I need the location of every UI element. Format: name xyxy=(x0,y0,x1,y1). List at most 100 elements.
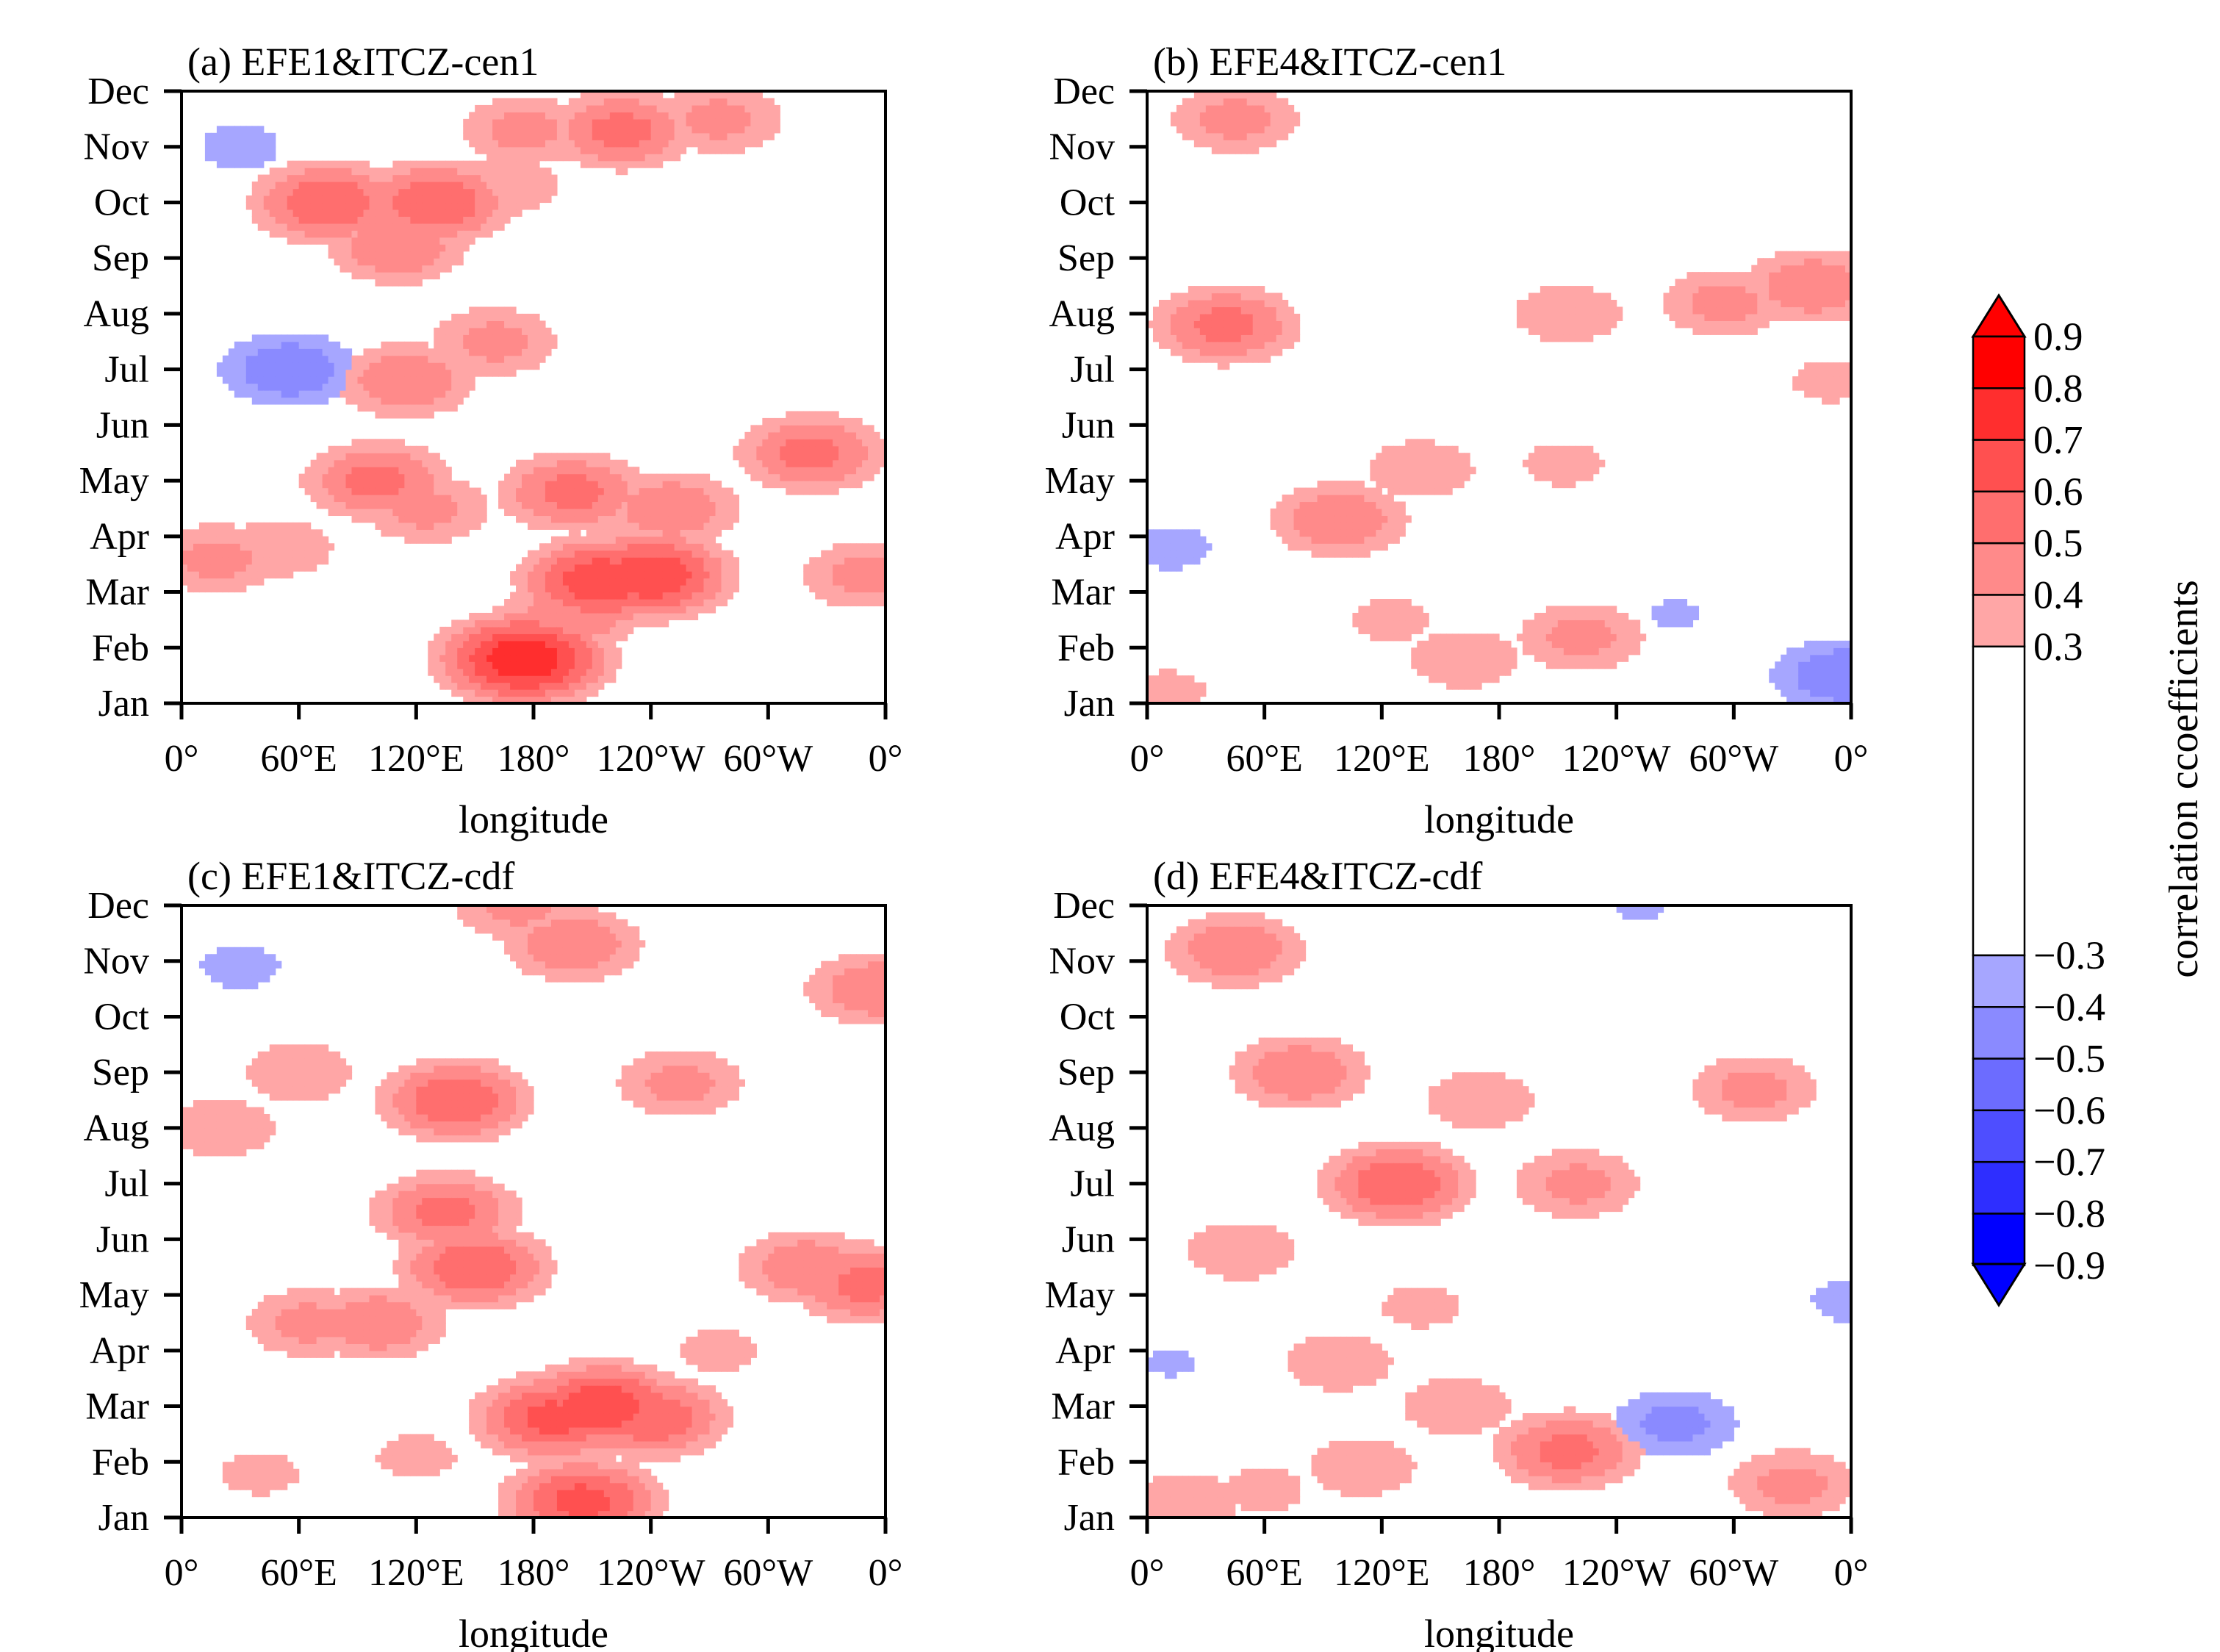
heat-cell xyxy=(528,112,534,120)
heat-cell xyxy=(744,140,751,148)
heat-cell xyxy=(1229,306,1236,315)
heat-cell xyxy=(574,654,581,662)
y-tick-label: Oct xyxy=(94,182,150,223)
heat-cell xyxy=(592,592,599,600)
heat-cell xyxy=(475,508,481,517)
heat-cell xyxy=(210,132,218,140)
heat-cell xyxy=(656,495,664,503)
heat-cell xyxy=(534,348,540,356)
heat-cell xyxy=(691,118,699,126)
heat-cell xyxy=(240,376,247,384)
heat-cell xyxy=(574,536,581,544)
heat-cell xyxy=(245,529,253,537)
heat-cell xyxy=(680,585,687,593)
heat-cell xyxy=(556,118,564,126)
heat-cell xyxy=(1393,522,1400,530)
heat-cell xyxy=(216,146,223,154)
heat-cell xyxy=(1376,522,1382,530)
heat-cell xyxy=(656,564,664,572)
heat-cell xyxy=(1205,306,1213,315)
heat-cell xyxy=(392,202,399,210)
heat-cell xyxy=(1429,675,1435,683)
heat-cell xyxy=(586,578,593,586)
heat-cell xyxy=(410,230,417,238)
heat-cell xyxy=(1240,112,1248,120)
heat-cell xyxy=(1176,292,1183,301)
heat-cell xyxy=(228,376,235,384)
heat-cell xyxy=(586,647,593,656)
heat-cell xyxy=(387,216,393,224)
heat-cell xyxy=(334,362,341,370)
heat-cell xyxy=(182,557,188,565)
heat-cell xyxy=(609,661,617,669)
heat-cell xyxy=(340,160,347,168)
heat-cell xyxy=(1446,668,1453,676)
heat-cell xyxy=(451,668,458,676)
heat-cell xyxy=(686,98,693,106)
heat-cell xyxy=(434,237,440,245)
heat-cell xyxy=(351,515,359,523)
heat-cell xyxy=(251,182,259,190)
heat-cell xyxy=(691,536,699,544)
heat-cell xyxy=(381,487,388,495)
heat-cell xyxy=(287,543,294,551)
heat-cell xyxy=(609,550,617,558)
heat-cell xyxy=(621,578,628,586)
heat-cell xyxy=(1199,320,1207,328)
heat-cell xyxy=(568,654,575,662)
heat-cell xyxy=(510,640,517,648)
heat-cell xyxy=(639,154,646,162)
heat-cell xyxy=(627,606,634,614)
heat-cell xyxy=(727,112,734,120)
heat-cell xyxy=(1176,313,1183,321)
heat-cell xyxy=(422,376,428,384)
heat-cell xyxy=(1158,334,1165,342)
heat-cell xyxy=(680,536,687,544)
heat-cell xyxy=(463,495,470,503)
heat-cell xyxy=(404,258,411,266)
heat-cell xyxy=(298,160,306,168)
heat-cell xyxy=(434,327,440,335)
heat-cell xyxy=(603,146,611,154)
heat-cell xyxy=(304,223,312,231)
heat-cell xyxy=(404,445,411,453)
heat-cell xyxy=(210,536,218,544)
heat-cell xyxy=(633,529,640,537)
heat-cell xyxy=(445,348,452,356)
heat-cell xyxy=(1235,299,1242,308)
heat-cell xyxy=(550,481,558,489)
heat-cell xyxy=(1258,286,1265,294)
heat-cell xyxy=(451,223,458,231)
heat-cell xyxy=(568,536,575,544)
heat-cell xyxy=(316,467,323,475)
heat-cell xyxy=(475,626,481,634)
heat-cell xyxy=(586,592,593,600)
heat-cell xyxy=(304,341,312,349)
heat-cell xyxy=(486,696,493,704)
heat-cell xyxy=(322,376,329,384)
heat-cell xyxy=(556,501,564,509)
heat-cell xyxy=(257,334,265,342)
heat-cell xyxy=(469,508,475,517)
heat-cell xyxy=(1446,640,1453,648)
heat-cell xyxy=(275,397,282,405)
heat-cell xyxy=(528,146,534,154)
heat-cell xyxy=(1229,112,1236,120)
heat-cell xyxy=(439,209,446,217)
heat-cell xyxy=(292,216,300,224)
heat-cell xyxy=(1411,606,1418,614)
heat-cell xyxy=(522,140,528,148)
heat-cell xyxy=(639,571,646,579)
heat-cell xyxy=(1464,473,1470,481)
heat-cell xyxy=(644,508,652,517)
heat-cell xyxy=(833,467,839,475)
heat-cell xyxy=(756,91,763,99)
heat-cell xyxy=(1182,132,1189,140)
heat-cell xyxy=(228,362,235,370)
heat-cell xyxy=(539,132,546,140)
heat-cell xyxy=(627,132,634,140)
heat-cell xyxy=(1329,529,1336,537)
heat-cell xyxy=(275,174,282,182)
heat-cell xyxy=(398,348,405,356)
heat-cell xyxy=(228,132,235,140)
